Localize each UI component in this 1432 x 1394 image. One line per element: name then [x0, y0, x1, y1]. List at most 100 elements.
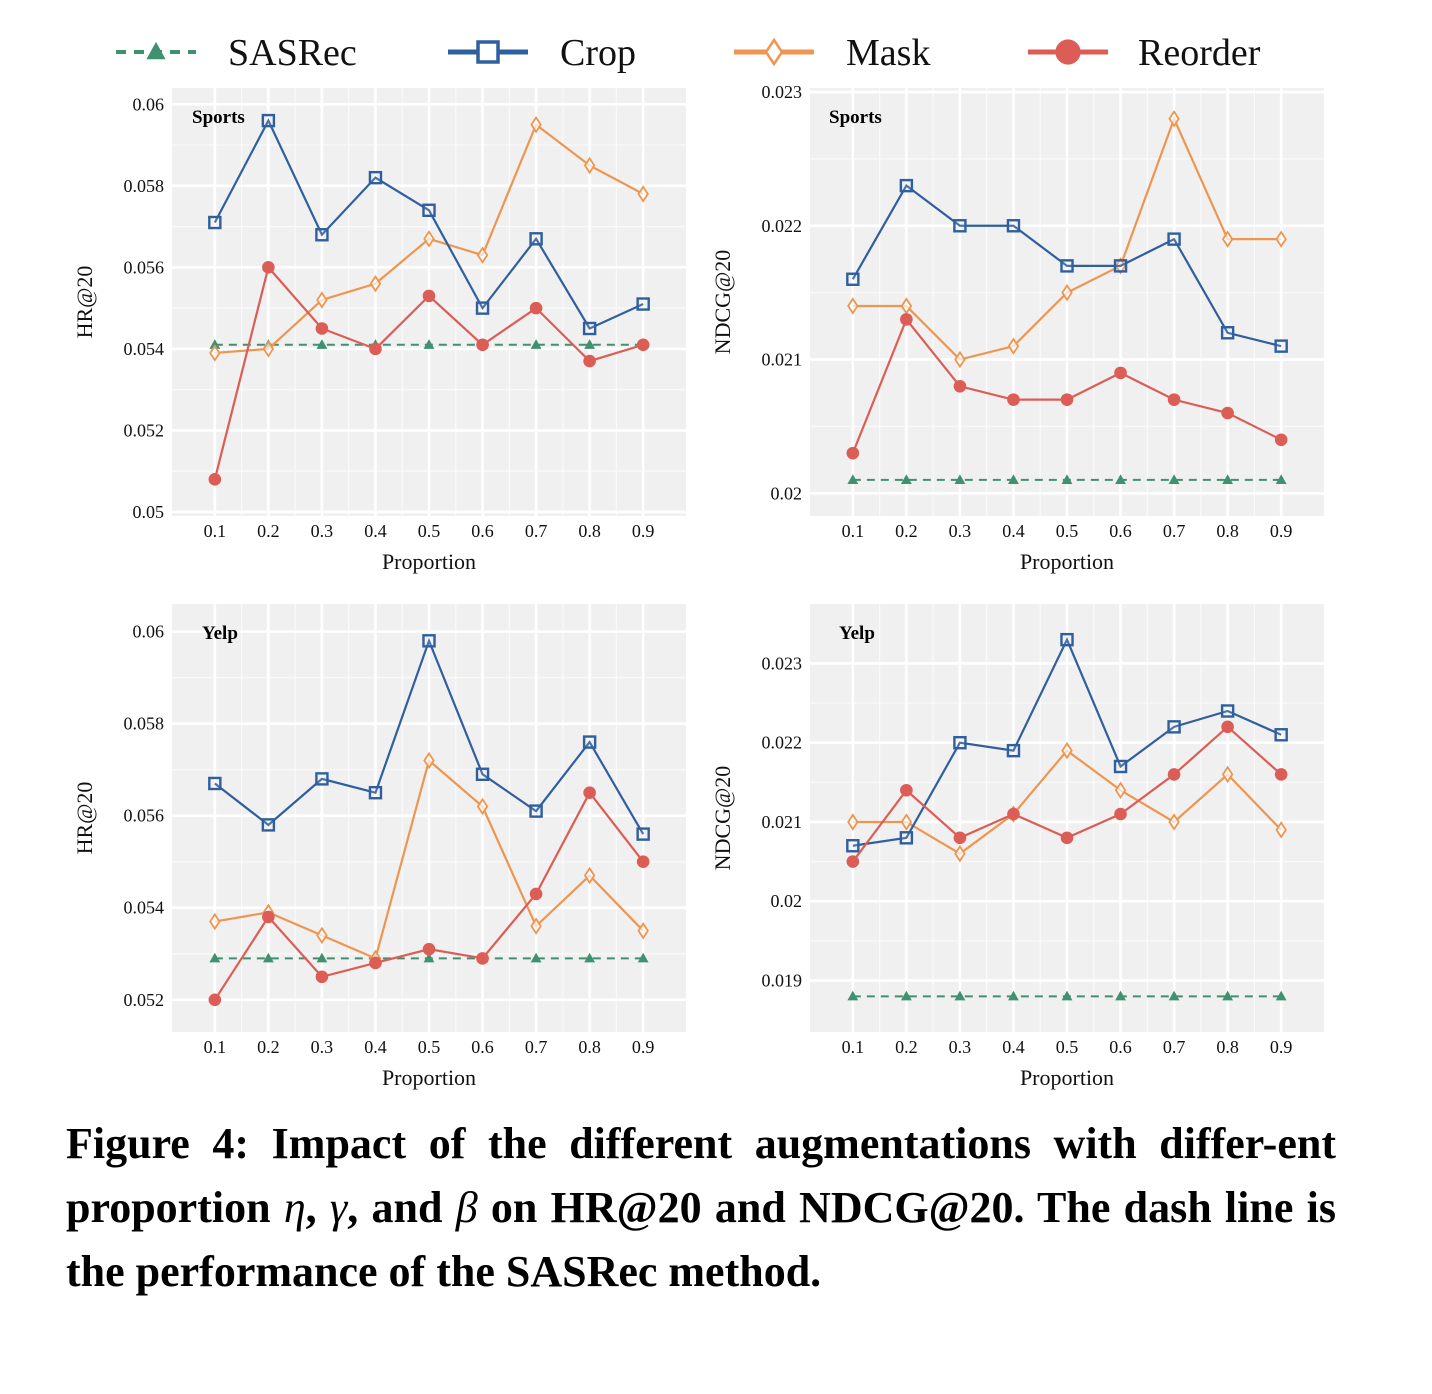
- data-point-crop: [368, 785, 383, 800]
- data-point-sasrec: [1168, 990, 1180, 1001]
- x-tick-label: 0.7: [1163, 521, 1186, 541]
- legend-marker-square: [476, 40, 500, 64]
- data-point-reorder: [315, 970, 329, 984]
- data-point-sasrec: [584, 339, 596, 349]
- data-point-crop: [529, 232, 543, 246]
- data-point-reorder: [476, 952, 489, 965]
- data-point-mask: [1275, 821, 1287, 839]
- y-tick-label: 0.054: [124, 339, 165, 359]
- y-tick-label: 0.056: [124, 257, 165, 277]
- data-point-reorder: [1060, 393, 1074, 406]
- data-point-mask: [954, 844, 966, 863]
- series-line-crop: [214, 637, 645, 835]
- data-point-sasrec: [1275, 474, 1287, 484]
- data-point-sasrec: [847, 474, 859, 484]
- y-tick-label: 0.022: [762, 216, 803, 236]
- data-point-reorder: [583, 354, 596, 368]
- y-tick-label: 0.023: [762, 82, 803, 102]
- data-point-sasrec: [1008, 474, 1019, 484]
- data-point-mask: [900, 813, 913, 831]
- data-point-reorder: [262, 261, 275, 274]
- data-point-reorder: [369, 956, 382, 970]
- data-point-mask: [954, 350, 966, 369]
- data-point-reorder: [846, 446, 860, 460]
- data-point-crop: [899, 831, 914, 845]
- data-point-sasrec: [1222, 990, 1234, 1001]
- data-point-reorder: [476, 338, 489, 352]
- data-point-crop: [1113, 259, 1128, 273]
- data-point-sasrec: [1222, 474, 1234, 484]
- x-tick-label: 0.1: [204, 1037, 227, 1057]
- panel-top-right: 0.02 0.021 0.022 0.023 0.1 0.2 0.3 0.4 0.5 0.6 0.7…: [710, 82, 1324, 574]
- x-tick-label: 0.9: [632, 1037, 655, 1057]
- data-point-crop: [636, 297, 650, 311]
- data-point-sasrec: [316, 952, 328, 963]
- data-point-reorder: [636, 338, 650, 352]
- data-point-sasrec: [530, 952, 542, 963]
- x-tick-label: 0.3: [949, 521, 972, 541]
- y-tick-label: 0.052: [124, 420, 165, 440]
- data-point-crop: [261, 818, 276, 832]
- data-point-reorder: [1274, 768, 1288, 781]
- legend-label-mask: Mask: [846, 32, 930, 74]
- data-point-reorder: [529, 887, 543, 901]
- x-tick-label: 0.1: [842, 521, 865, 541]
- data-point-mask: [1275, 230, 1287, 248]
- caption-sep-2: , and: [347, 1183, 456, 1232]
- data-point-reorder: [953, 831, 967, 845]
- data-point-sasrec: [584, 952, 596, 963]
- data-point-crop: [582, 321, 597, 336]
- y-tick-label: 0.023: [762, 653, 803, 673]
- series-line-crop: [851, 184, 1282, 348]
- data-point-mask: [262, 340, 275, 358]
- x-tick-label: 0.8: [1216, 521, 1239, 541]
- data-point-sasrec: [900, 990, 912, 1001]
- y-tick-label: 0.058: [124, 176, 165, 196]
- data-point-reorder: [1007, 807, 1020, 821]
- legend-label-reorder: Reorder: [1138, 32, 1261, 74]
- data-point-crop: [953, 735, 967, 750]
- data-point-reorder: [529, 301, 543, 315]
- x-tick-label: 0.2: [895, 521, 918, 541]
- data-point-crop: [208, 776, 222, 791]
- x-tick-label: 0.2: [257, 521, 280, 541]
- y-tick-label: 0.02: [771, 483, 803, 503]
- x-tick-label: 0.7: [525, 1037, 548, 1057]
- data-point-crop: [422, 203, 436, 218]
- data-point-reorder: [208, 473, 222, 486]
- caption-text-1: Figure 4: Impact of the different augmen…: [66, 1119, 1336, 1232]
- x-tick-label: 0.5: [418, 1037, 441, 1057]
- x-tick-label: 0.3: [949, 1037, 972, 1057]
- data-point-mask: [423, 751, 435, 770]
- y-tick-label: 0.056: [124, 806, 165, 826]
- x-tick-label: 0.1: [842, 1037, 865, 1057]
- series-mask: [209, 115, 649, 362]
- x-tick-label: 0.8: [1216, 1037, 1239, 1057]
- data-point-mask: [1168, 109, 1180, 128]
- x-tick-label: 0.5: [1056, 521, 1079, 541]
- data-point-mask: [209, 344, 221, 362]
- data-point-sasrec: [900, 474, 912, 484]
- data-point-sasrec: [954, 474, 966, 484]
- data-point-reorder: [422, 289, 436, 303]
- data-point-sasrec: [1061, 474, 1073, 484]
- series-crop: [208, 634, 650, 841]
- data-point-mask: [583, 866, 596, 885]
- x-tick-label: 0.4: [364, 521, 387, 541]
- y-tick-label: 0.052: [124, 990, 165, 1010]
- data-point-crop: [846, 839, 860, 853]
- data-point-sasrec: [209, 339, 221, 349]
- data-point-crop: [1006, 743, 1021, 758]
- data-point-reorder: [636, 855, 650, 869]
- data-point-reorder: [422, 942, 436, 956]
- data-point-reorder: [208, 993, 222, 1007]
- chart-legend: SASRec Crop Mask Reorder: [116, 32, 1261, 74]
- data-point-sasrec: [1168, 474, 1180, 484]
- data-point-reorder: [369, 342, 382, 356]
- legend-item-mask: Mask: [734, 32, 930, 74]
- data-point-crop: [1006, 219, 1021, 233]
- data-point-mask: [423, 230, 435, 248]
- x-tick-label: 0.4: [1002, 521, 1025, 541]
- data-point-crop: [1220, 704, 1235, 718]
- x-tick-label: 0.9: [1270, 521, 1293, 541]
